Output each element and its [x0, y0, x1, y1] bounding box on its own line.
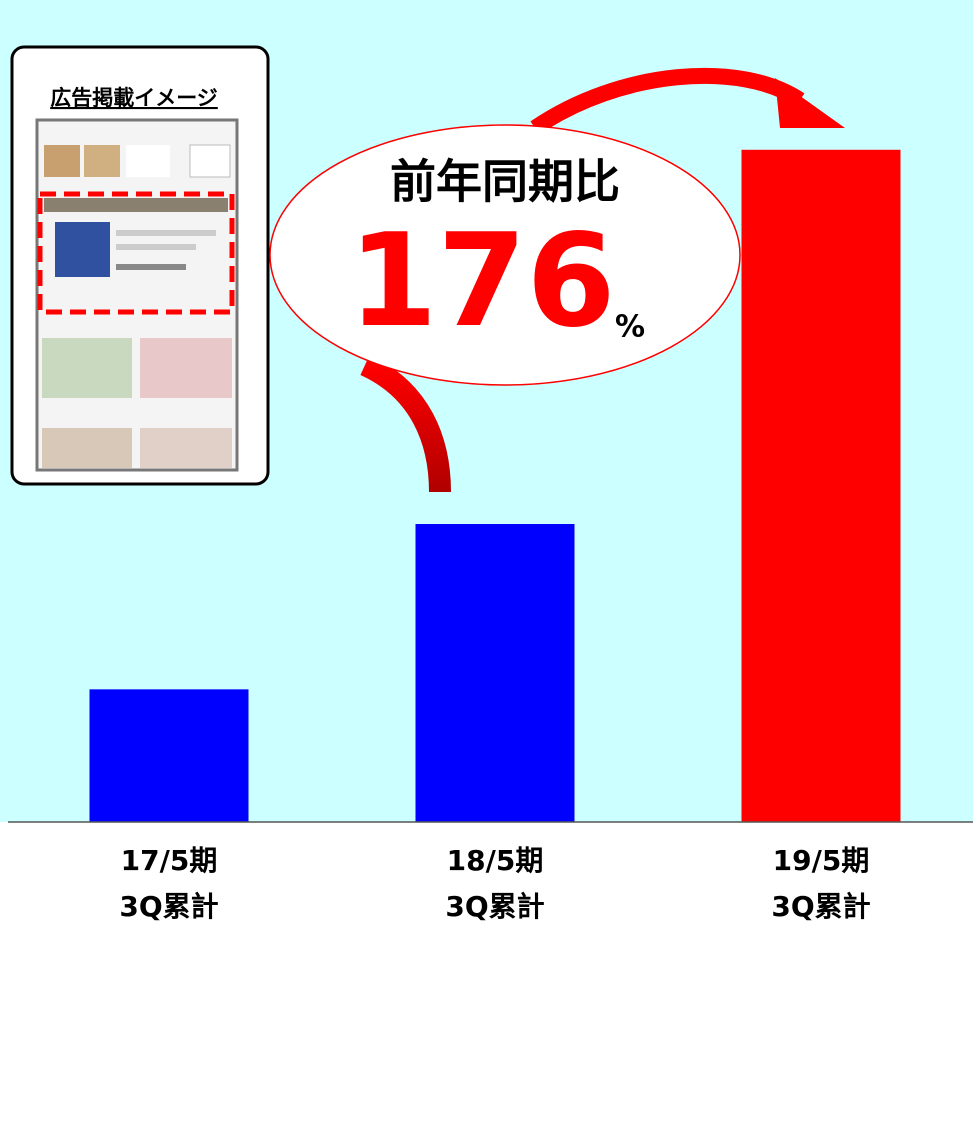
callout-label: 前年同期比: [390, 155, 620, 209]
x-tick-label: 3Q累計: [445, 890, 544, 923]
thumb: [140, 338, 232, 398]
x-tick-label: 17/5期: [121, 844, 218, 877]
text-line: [116, 264, 186, 270]
text-line: [116, 244, 196, 250]
thumb: [126, 145, 170, 177]
bar: [89, 689, 249, 822]
bars: [89, 149, 901, 823]
callout-unit: %: [615, 310, 645, 345]
highlight: [37, 191, 235, 315]
arrow: [530, 67, 805, 135]
thumb: [42, 338, 132, 398]
callout: [269, 124, 741, 386]
callout-value: 176: [348, 207, 615, 356]
x-tick-label: 18/5期: [447, 844, 544, 877]
inset: 広告掲載イメージ: [10, 45, 270, 486]
bar: [741, 149, 901, 823]
bar: [415, 524, 575, 822]
x-tick-label: 3Q累計: [771, 890, 870, 923]
thumb: [84, 145, 120, 177]
product: [55, 222, 110, 277]
thumb: [140, 428, 232, 468]
thumb: [42, 428, 132, 468]
x-tick-label: 19/5期: [773, 844, 870, 877]
x-tick-label: 3Q累計: [119, 890, 218, 923]
arrow: [360, 354, 451, 493]
inset-title: 広告掲載イメージ: [50, 86, 218, 110]
thumb: [44, 145, 80, 177]
thumb: [189, 144, 231, 178]
text-line: [116, 230, 216, 236]
arrow-head: [775, 78, 845, 128]
phone-screen: [35, 118, 239, 472]
banner: [44, 198, 228, 212]
